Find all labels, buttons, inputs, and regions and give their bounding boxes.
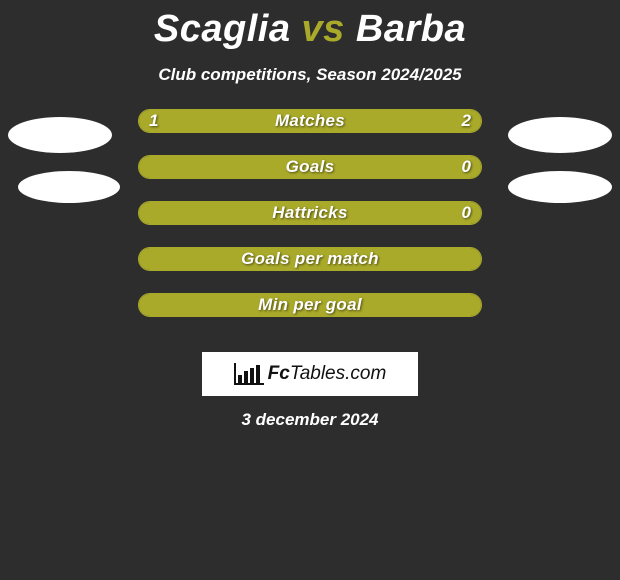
title-player1: Scaglia bbox=[154, 8, 291, 50]
avatar-player2-bottom bbox=[508, 171, 612, 203]
title-player2: Barba bbox=[356, 8, 466, 50]
stat-label: Goals bbox=[139, 156, 481, 178]
comparison-chart: 12Matches0Goals0HattricksGoals per match… bbox=[0, 123, 620, 353]
logo-prefix: Fc bbox=[268, 363, 290, 384]
avatar-player1-top bbox=[8, 117, 112, 153]
page-title: Scaglia vs Barba bbox=[0, 0, 620, 51]
stat-label: Hattricks bbox=[139, 202, 481, 224]
logo-main: Tables bbox=[290, 363, 345, 384]
stat-row: 0Goals bbox=[138, 155, 482, 179]
stat-row: Min per goal bbox=[138, 293, 482, 317]
avatar-player1-bottom bbox=[18, 171, 120, 203]
subtitle: Club competitions, Season 2024/2025 bbox=[0, 65, 620, 85]
fctables-logo: FcTables.com bbox=[202, 352, 418, 396]
stat-row: 12Matches bbox=[138, 109, 482, 133]
avatar-player2-top bbox=[508, 117, 612, 153]
date-label: 3 december 2024 bbox=[0, 410, 620, 430]
stat-label: Matches bbox=[139, 110, 481, 132]
title-vs: vs bbox=[302, 8, 345, 50]
bars-container: 12Matches 0Goals 0Hattricks Goals per match… bbox=[138, 109, 482, 339]
stat-row: Goals per match bbox=[138, 247, 482, 271]
logo-suffix: .com bbox=[345, 363, 386, 384]
stat-label: Min per goal bbox=[139, 294, 481, 316]
stat-label: Goals per match bbox=[139, 248, 481, 270]
logo-text: FcTables.com bbox=[268, 363, 387, 385]
bar-chart-icon bbox=[234, 363, 264, 385]
stat-row: 0Hattricks bbox=[138, 201, 482, 225]
